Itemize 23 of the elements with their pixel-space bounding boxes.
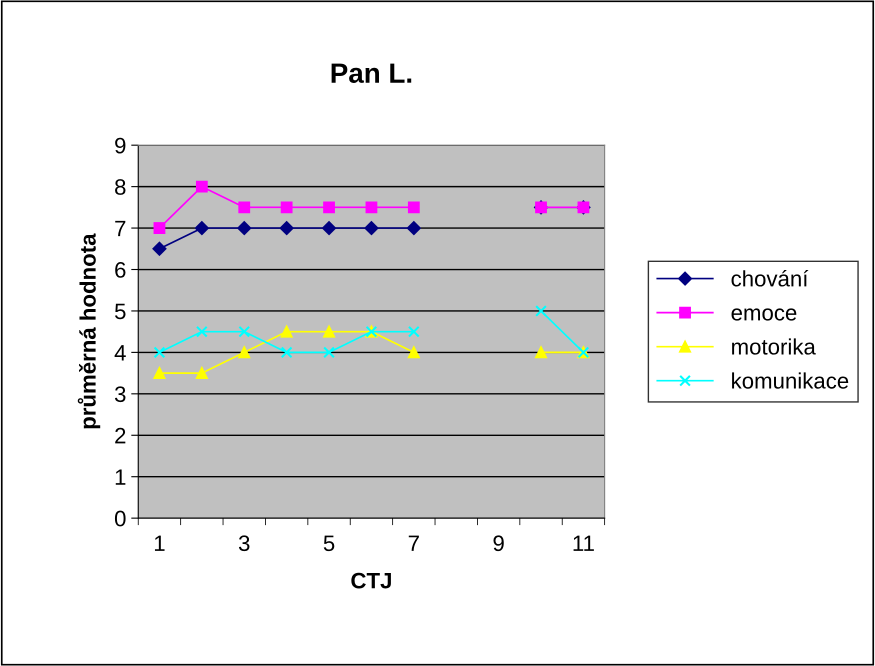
y-tick-label: 4: [114, 345, 126, 360]
x-tick-label: 3: [238, 535, 250, 552]
x-tick-label: 7: [408, 536, 419, 551]
legend-label: motorika: [732, 338, 816, 355]
y-tick-label: 3: [114, 386, 126, 402]
x-axis-title: CTJ: [351, 572, 391, 589]
x-tick-label: 9: [493, 535, 504, 552]
x-tick-label: 11: [574, 536, 594, 551]
y-tick-label: 6: [115, 262, 126, 278]
y-tick-label: 8: [115, 179, 126, 195]
legend-label: komunikace: [732, 372, 848, 389]
x-tick-label: 5: [324, 536, 334, 552]
chart-title: Pan L.: [332, 64, 412, 83]
x-tick-label: 1: [154, 536, 165, 551]
legend-label: emoce: [732, 308, 796, 321]
y-tick-label: 0: [114, 510, 126, 526]
y-tick-label: 2: [115, 428, 126, 444]
y-axis-title: průměrná hodnota: [78, 233, 100, 428]
y-tick-label: 7: [115, 220, 126, 236]
y-tick-label: 5: [114, 304, 126, 320]
y-tick-label: 1: [116, 469, 126, 485]
y-tick-label: 9: [115, 138, 126, 154]
legend-label: chování: [732, 270, 808, 287]
